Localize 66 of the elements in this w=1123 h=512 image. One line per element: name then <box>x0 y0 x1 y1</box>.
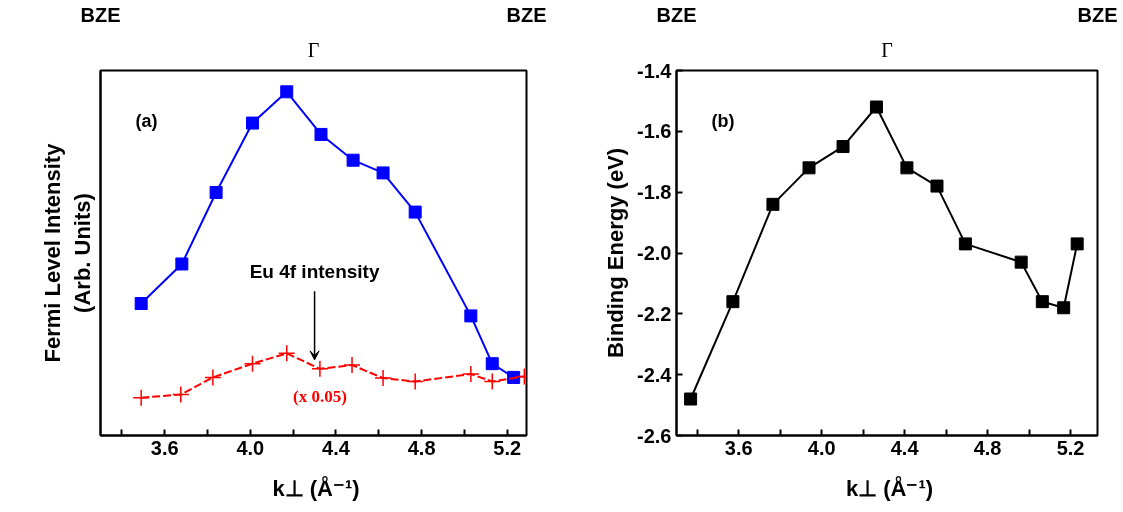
text: BZE <box>80 3 121 26</box>
point <box>1035 295 1049 309</box>
point <box>900 161 914 175</box>
x-tick-label: 4.8 <box>407 436 436 459</box>
point <box>245 116 259 130</box>
point <box>726 295 740 309</box>
point <box>1014 255 1028 269</box>
text: Γ <box>307 38 320 61</box>
text: BZE <box>656 3 697 26</box>
point <box>408 205 422 219</box>
point <box>1070 237 1084 251</box>
point <box>311 360 329 378</box>
point <box>836 140 850 154</box>
text: BZE <box>506 3 547 26</box>
point <box>277 344 296 363</box>
annotation: Eu 4f intensity <box>249 260 380 282</box>
point <box>930 179 944 193</box>
point <box>464 309 478 323</box>
point <box>869 100 883 114</box>
point <box>343 356 361 374</box>
point <box>204 368 222 387</box>
x-tick-label: 4.4 <box>890 436 920 459</box>
x-tick-label: 4.0 <box>236 436 265 459</box>
point <box>376 166 390 180</box>
point <box>209 186 223 200</box>
x-tick-label: 5.2 <box>493 436 522 459</box>
x-tick-label: 4.4 <box>322 436 351 459</box>
point <box>958 237 972 251</box>
y-tick-label: -2.6 <box>637 424 672 447</box>
point <box>134 297 148 311</box>
point <box>243 354 262 373</box>
point <box>406 372 424 391</box>
point <box>462 365 480 383</box>
point <box>280 85 294 99</box>
point <box>485 357 499 371</box>
text: BZE <box>1077 3 1118 26</box>
point <box>1057 301 1071 315</box>
text: Γ <box>881 38 893 61</box>
y-tick-label: -2.4 <box>637 363 673 386</box>
x-axis-title: k⊥ (Å⁻¹) <box>272 474 360 501</box>
y-tick-label: -2.0 <box>637 242 672 264</box>
y-axis-title: Binding Energy (eV) <box>603 147 629 359</box>
point <box>132 388 150 407</box>
x-tick-label: 3.6 <box>724 436 753 459</box>
point <box>346 153 360 167</box>
y-tick-label: -2.2 <box>637 302 672 325</box>
point <box>766 197 780 211</box>
point <box>314 127 328 141</box>
annotation: (a) <box>135 110 158 131</box>
point <box>483 372 501 391</box>
point <box>374 369 392 387</box>
y-tick-label: -1.4 <box>637 59 673 82</box>
point <box>175 257 189 271</box>
series-label: (x 0.05) <box>293 386 347 406</box>
y-axis-title: Fermi Level Intensity (Arb. Units) <box>39 142 95 363</box>
x-tick-label: 3.6 <box>150 436 179 459</box>
y-tick-label: -1.8 <box>637 181 672 204</box>
x-tick-label: 5.2 <box>1056 436 1085 459</box>
point <box>684 392 698 406</box>
point <box>802 161 816 175</box>
x-axis-title: k⊥ (Å⁻¹) <box>845 474 934 501</box>
x-tick-label: 4.8 <box>973 436 1002 459</box>
annotation: (b) <box>711 110 735 131</box>
y-tick-label: -1.6 <box>637 120 672 143</box>
point <box>172 385 190 404</box>
x-tick-label: 4.0 <box>807 436 836 459</box>
